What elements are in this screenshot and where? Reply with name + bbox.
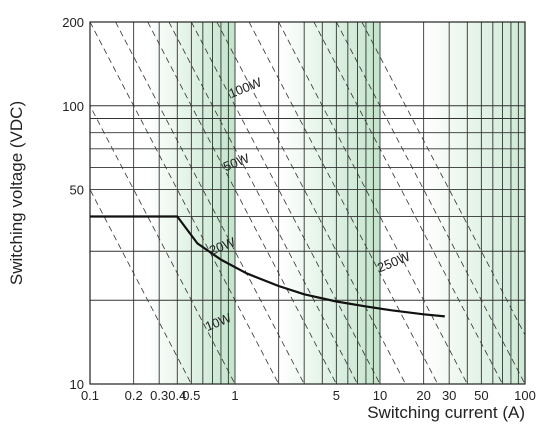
y-tick-label: 200 (62, 15, 84, 30)
x-tick-label: 10 (373, 388, 387, 403)
power-line-5w (90, 188, 192, 384)
y-tick-labels: 10 50 100 200 (62, 15, 84, 392)
x-tick-label: 0.1 (81, 388, 99, 403)
grid (89, 21, 526, 385)
power-line-50w (147, 22, 337, 384)
power-line-70w (168, 22, 358, 384)
power-line-700w (313, 22, 503, 384)
x-tick-label: 0.2 (125, 388, 143, 403)
power-line-250w (248, 22, 439, 384)
x-tick-label: 1 (231, 388, 238, 403)
x-tick-label: 20 (416, 388, 430, 403)
shaded-band-2 (278, 22, 380, 384)
series (90, 215, 445, 318)
power-label-250w: 250W (375, 248, 413, 275)
x-tick-label: 0.4 (168, 388, 186, 403)
power-line-1500w (361, 22, 525, 336)
power-line-10w (90, 104, 236, 384)
shaded-band-3 (423, 22, 525, 384)
y-axis-title: Switching voltage (VDC) (7, 101, 26, 285)
power-lines (90, 22, 525, 384)
x-tick-labels: 0.1 0.2 0.3 0.40.5 1 5 10 20 30 50 100 (81, 388, 536, 403)
x-tick-label: 100 (514, 388, 536, 403)
y-tick-label: 10 (70, 377, 84, 392)
y-tick-label: 50 (70, 183, 84, 198)
x-tick-label: 5 (333, 388, 340, 403)
y-tick-label: 100 (62, 99, 84, 114)
power-line-20w (90, 22, 280, 384)
power-line-1000w (335, 22, 525, 384)
plot-frame (89, 21, 526, 385)
x-tick-label: 30 (442, 388, 456, 403)
x-tick-label: 0.5 (182, 388, 200, 403)
power-line-150w (216, 22, 406, 384)
x-tick-label: 50 (474, 388, 488, 403)
power-line-400w (278, 22, 468, 384)
power-line-100w (190, 22, 381, 384)
x-tick-label: 0.3 (150, 388, 168, 403)
series-line-1 (90, 215, 445, 318)
power-line-30w (115, 22, 305, 384)
x-axis-title: Switching current (A) (367, 403, 525, 422)
